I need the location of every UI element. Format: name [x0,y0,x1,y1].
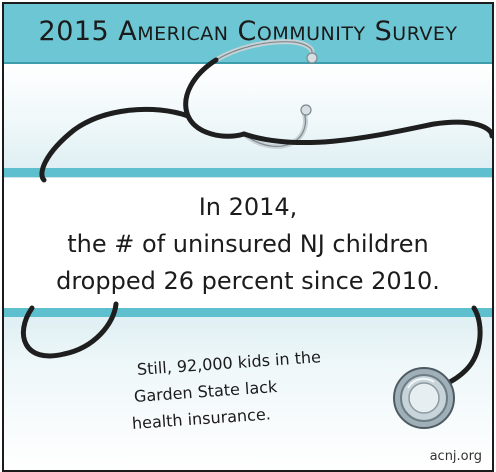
main-message-box [4,177,492,310]
stethoscope-icon [21,39,492,429]
chest-piece [393,367,455,429]
survey-title: 2015 American Community Survey [38,16,458,47]
source-url: acnj.org [429,449,482,464]
main-line-1: In 2014, [198,193,298,221]
main-line-3: dropped 26 percent since 2010. [56,267,440,295]
top-band [4,64,492,168]
header-banner: 2015 American Community Survey [4,4,492,64]
top-stripe [4,168,492,177]
bottom-stripe [4,308,492,317]
main-line-2: the # of uninsured NJ children [67,230,429,258]
